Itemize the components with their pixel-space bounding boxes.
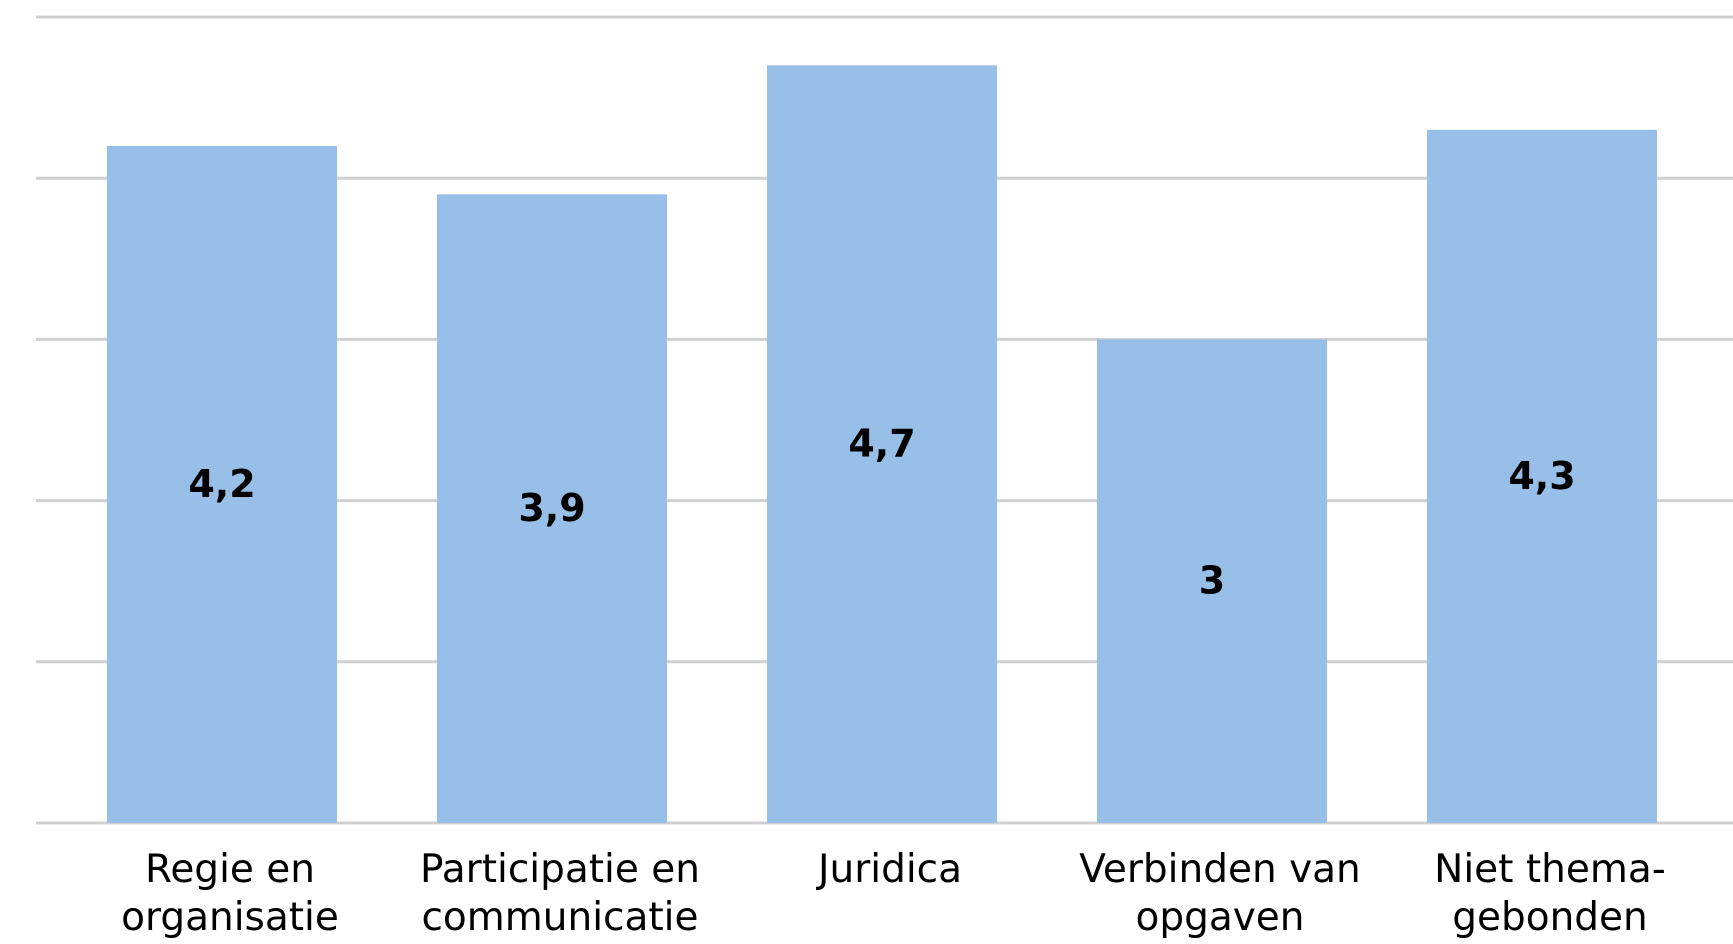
bar xyxy=(107,145,337,823)
x-tick-label: Regie en organisatie xyxy=(121,847,339,940)
bar xyxy=(767,65,997,824)
value-label: 3,9 xyxy=(518,486,585,530)
x-tick-label: Participatie en communicatie xyxy=(420,847,700,940)
value-label: 4,3 xyxy=(1508,454,1575,498)
bar xyxy=(1427,129,1657,824)
x-tick-label: Juridica xyxy=(817,847,963,892)
bar xyxy=(1097,339,1327,823)
value-label: 3 xyxy=(1199,559,1225,603)
bar xyxy=(437,194,667,823)
value-label: 4,7 xyxy=(848,422,915,466)
x-tick-label: Verbinden van opgaven xyxy=(1079,847,1361,940)
x-tick-label: Niet thema-gebonden xyxy=(1434,847,1666,940)
value-label: 4,2 xyxy=(188,462,255,506)
